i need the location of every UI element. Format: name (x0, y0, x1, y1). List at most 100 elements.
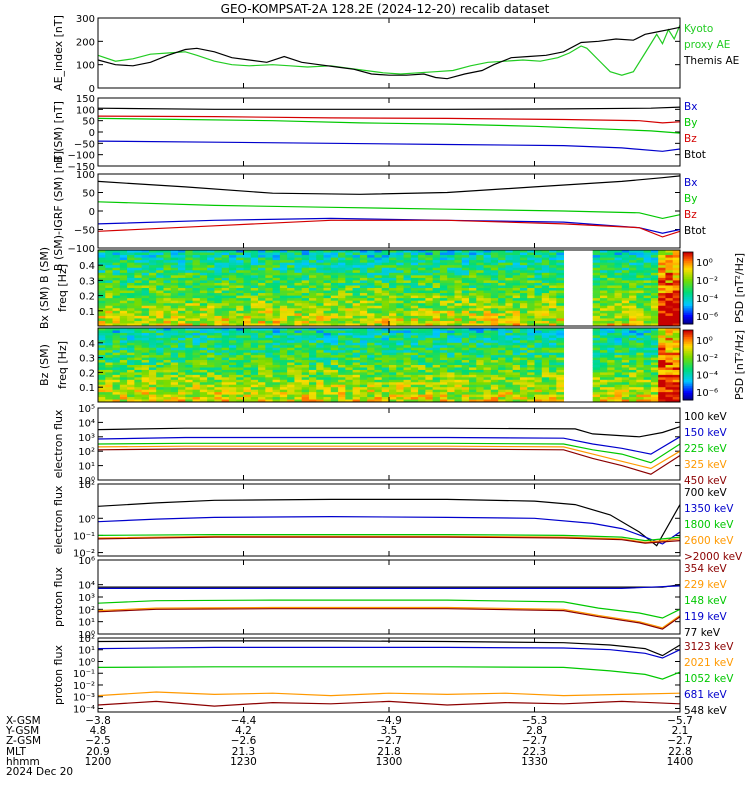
spectrogram-cell (650, 345, 659, 349)
spectrogram-cell (439, 298, 448, 302)
spectrogram-cell (221, 323, 230, 327)
spectrogram-cell (439, 335, 448, 339)
spectrogram-cell (469, 328, 477, 331)
spectrogram-cell (170, 262, 179, 266)
spectrogram-cell (665, 318, 674, 322)
spectrogram-cell (658, 270, 666, 274)
spectrogram-cell (447, 252, 455, 256)
spectrogram-cell (621, 384, 630, 388)
spectrogram-cell (294, 392, 303, 395)
spectrogram-cell (352, 352, 361, 356)
spectrogram-cell (672, 308, 681, 312)
spectrogram-cell (265, 379, 274, 383)
spectrogram-cell (258, 252, 266, 256)
spectrogram-cell (192, 335, 201, 339)
spectrogram-cell (105, 282, 113, 286)
spectrogram-cell (512, 350, 521, 354)
spectrogram-cell (381, 357, 390, 361)
spectrogram-cell (556, 262, 565, 266)
spectrogram-cell (330, 288, 339, 291)
spectrogram-cell (418, 335, 426, 339)
spectrogram-cell (119, 277, 128, 281)
spectrogram-cell (439, 272, 448, 276)
spectrogram-cell (621, 387, 630, 391)
spectrogram-cell (112, 384, 121, 388)
spectrogram-cell (359, 303, 368, 307)
spectrogram-cell (636, 252, 645, 256)
spectrogram-cell (461, 335, 470, 339)
spectrogram-cell (221, 315, 230, 319)
spectrogram-cell (207, 394, 215, 398)
spectrogram-cell (432, 399, 441, 403)
spectrogram-cell (621, 389, 630, 393)
spectrogram-cell (345, 323, 354, 327)
spectrogram-cell (352, 374, 361, 378)
spectrogram-cell (272, 337, 281, 341)
spectrogram-cell (279, 360, 288, 363)
spectrogram-cell (505, 298, 514, 302)
spectrogram-cell (403, 335, 412, 339)
spectrogram-cell (134, 387, 143, 391)
spectrogram-cell (527, 372, 535, 376)
spectrogram-cell (163, 387, 172, 391)
spectrogram-cell (359, 357, 368, 361)
spectrogram-cell (359, 270, 368, 274)
spectrogram-cell (178, 392, 186, 395)
colorbar-segment (683, 352, 693, 355)
spectrogram-cell (381, 335, 390, 339)
spectrogram-cell (381, 382, 390, 386)
spectrogram-cell (418, 313, 426, 317)
spectrogram-cell (112, 362, 121, 366)
spectrogram-cell (258, 340, 266, 344)
spectrogram-cell (396, 362, 404, 366)
spectrogram-cell (258, 303, 266, 307)
spectrogram-cell (607, 340, 615, 344)
spectrogram-cell (250, 332, 259, 336)
spectrogram-cell (287, 303, 295, 307)
spectrogram-cell (105, 374, 113, 378)
spectrogram-cell (447, 350, 455, 354)
spectrogram-cell (650, 250, 659, 253)
spectrogram-cell (127, 252, 135, 256)
x-tick-value: 1400 (667, 756, 694, 768)
spectrogram-cell (665, 272, 674, 276)
spectrogram-cell (614, 345, 623, 349)
spectrogram-cell (396, 369, 404, 373)
spectrogram-cell (338, 377, 346, 381)
spectrogram-cell (170, 295, 179, 299)
spectrogram-cell (541, 280, 550, 284)
spectrogram-cell (614, 277, 623, 281)
spectrogram-cell (294, 362, 303, 366)
spectrogram-cell (425, 355, 434, 358)
spectrogram-cell (541, 260, 550, 264)
spectrogram-cell (665, 277, 674, 281)
spectrogram-cell (658, 288, 666, 291)
spectrogram-cell (447, 374, 455, 378)
spectrogram-cell (527, 357, 535, 361)
spectrogram-cell (519, 300, 528, 304)
spectrogram-cell (549, 300, 557, 304)
spectrogram-cell (534, 372, 543, 376)
spectrogram-cell (629, 293, 637, 296)
spectrogram-cell (352, 252, 361, 256)
colorbar-tick-label: 10⁰ (696, 258, 713, 269)
spectrogram-cell (98, 262, 106, 266)
spectrogram-cell (105, 345, 113, 349)
spectrogram-cell (192, 362, 201, 366)
spectrogram-cell (345, 362, 354, 366)
spectrogram-cell (279, 280, 288, 284)
spectrogram-cell (192, 382, 201, 386)
spectrogram-cell (658, 365, 666, 368)
spectrogram-cell (534, 303, 543, 307)
spectrogram-cell (469, 330, 477, 334)
spectrogram-cell (301, 374, 310, 378)
spectrogram-cell (279, 295, 288, 299)
spectrogram-cell (105, 270, 113, 274)
spectrogram-cell (112, 350, 121, 354)
spectrogram-cell (236, 379, 244, 383)
spectrogram-cell (425, 275, 434, 279)
spectrogram-cell (410, 352, 419, 356)
spectrogram-cell (650, 352, 659, 356)
spectrogram-cell (469, 372, 477, 376)
spectrogram-cell (105, 332, 113, 336)
